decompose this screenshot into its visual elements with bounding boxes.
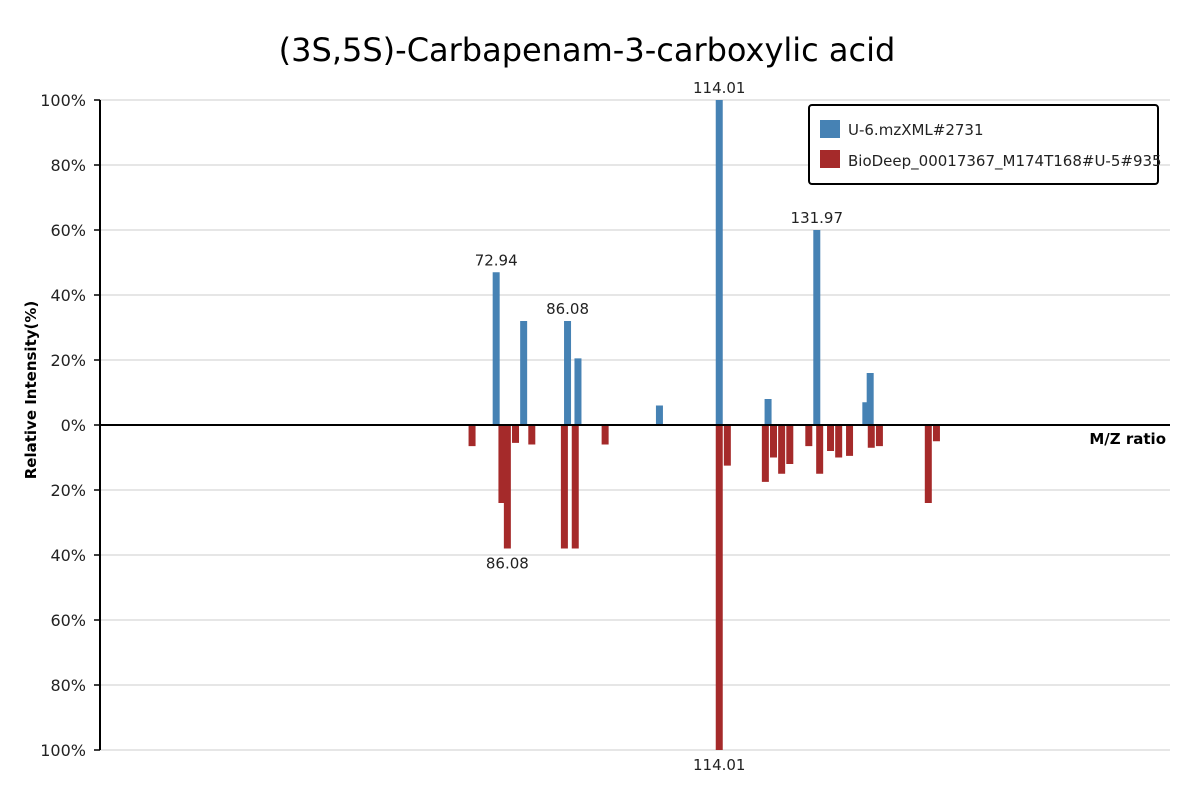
spectrum-bar-reference	[835, 425, 843, 458]
y-tick-label: 20%	[50, 351, 86, 370]
spectrum-bar-reference	[723, 425, 731, 466]
legend: U-6.mzXML#2731 BioDeep_00017367_M174T168…	[808, 104, 1162, 185]
spectrum-bar-reference	[932, 425, 940, 442]
spectrum-bar-reference	[778, 425, 786, 474]
spectrum-bar-reference	[805, 425, 813, 447]
y-tick-label: 20%	[50, 481, 86, 500]
y-tick-label: 80%	[50, 156, 86, 175]
spectrum-bar-reference	[498, 425, 506, 503]
y-tick-label: 80%	[50, 676, 86, 695]
spectrum-bar-query	[574, 358, 582, 425]
spectrum-bar-reference	[816, 425, 824, 474]
spectrum-bar-query	[715, 100, 723, 425]
spectrum-bar-reference	[560, 425, 568, 549]
spectrum-bar-reference	[503, 425, 511, 549]
y-tick-label: 0%	[61, 416, 86, 435]
peak-label: 114.01	[693, 756, 746, 774]
spectrum-bar-query	[492, 272, 500, 425]
legend-box	[808, 104, 1159, 185]
y-tick-label: 60%	[50, 611, 86, 630]
spectrum-bar-reference	[770, 425, 778, 458]
spectrum-bar-reference	[846, 425, 854, 456]
y-tick-label: 40%	[50, 546, 86, 565]
spectrum-bar-reference	[715, 425, 723, 750]
spectrum-bar-reference	[571, 425, 579, 549]
spectrum-bar-query	[564, 321, 572, 425]
spectrum-bar-reference	[924, 425, 932, 503]
peak-label: 114.01	[693, 79, 746, 97]
peak-label: 131.97	[791, 209, 844, 227]
chart-title: (3S,5S)-Carbapenam-3-carboxylic acid	[279, 31, 896, 69]
spectrum-bar-reference	[875, 425, 883, 447]
peak-label: 86.08	[486, 555, 529, 573]
spectrum-bar-query	[520, 321, 528, 425]
axes: 100% 80% 60% 40% 20% 0% 20% 40% 60% 80% 100%	[40, 91, 1170, 760]
spectrum-bar-reference	[601, 425, 609, 445]
spectrum-bar-query	[655, 405, 663, 425]
legend-swatch-series-1	[820, 120, 840, 138]
legend-label-series-2: BioDeep_00017367_M174T168#U-5#935	[848, 152, 1162, 171]
peak-labels: 72.94 86.08 114.01 131.97 86.08 114.01	[475, 79, 843, 774]
spectrum-bar-query	[764, 399, 772, 425]
spectrum-bar-reference	[761, 425, 769, 482]
bars	[468, 100, 940, 750]
y-tick-label: 100%	[40, 91, 86, 110]
spectrum-bar-reference	[528, 425, 536, 445]
y-tick-label: 100%	[40, 741, 86, 760]
spectrum-bar-reference	[512, 425, 520, 443]
peak-label: 72.94	[475, 251, 518, 269]
spectrum-bar-reference	[827, 425, 835, 451]
spectrum-bar-query	[813, 230, 821, 425]
legend-swatch-series-2	[820, 150, 840, 168]
spectrum-bar-reference	[786, 425, 794, 464]
legend-label-series-1: U-6.mzXML#2731	[848, 121, 984, 139]
x-axis-label: M/Z ratio	[1089, 430, 1166, 448]
y-tick-label: 60%	[50, 221, 86, 240]
grid-lines	[100, 99, 1170, 751]
spectrum-bar-query	[862, 402, 870, 425]
y-tick-label: 40%	[50, 286, 86, 305]
spectrum-bar-reference	[468, 425, 476, 447]
spectrum-bar-query	[866, 373, 874, 425]
spectrum-bar-reference	[867, 425, 875, 448]
y-axis-label: Relative Intensity(%)	[22, 301, 40, 480]
peak-label: 86.08	[546, 300, 589, 318]
